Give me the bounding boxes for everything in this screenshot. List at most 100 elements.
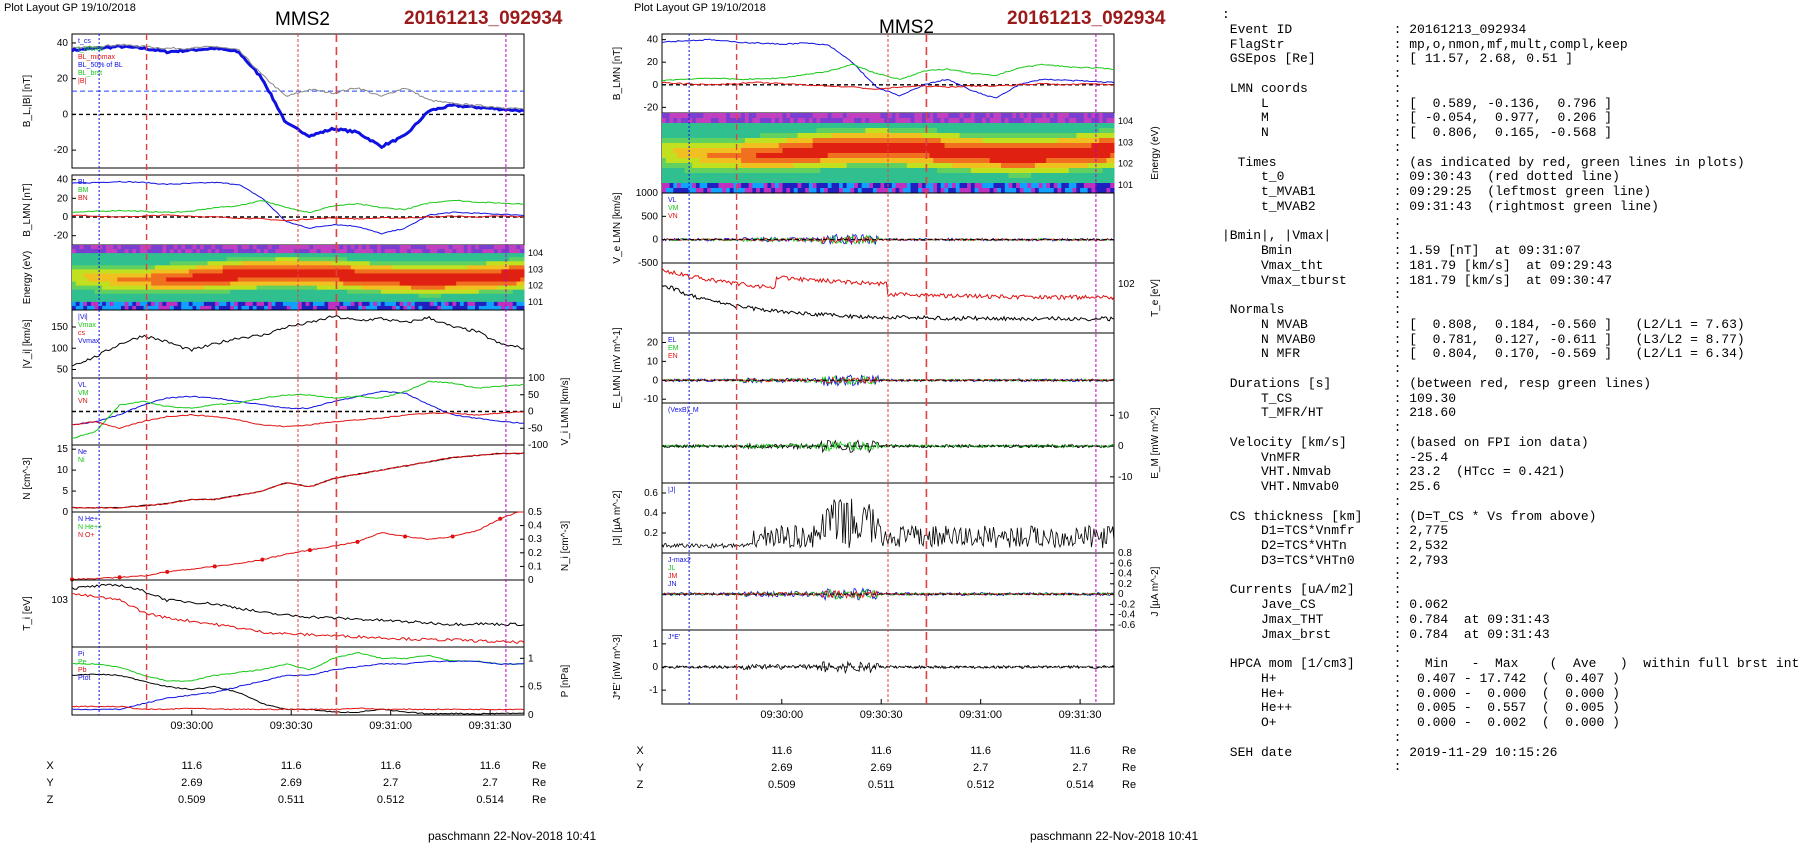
- spectrogram-cell: [1008, 163, 1013, 169]
- spectrogram-cell: [748, 183, 753, 189]
- spectrogram-cell: [475, 301, 480, 307]
- spectrogram-cell: [369, 269, 374, 274]
- spectrogram-cell: [486, 257, 491, 262]
- spectrogram-cell: [910, 118, 915, 124]
- spectrogram-cell: [369, 253, 374, 258]
- spectrogram-cell: [256, 289, 261, 295]
- summary-line: :: [1222, 759, 1402, 775]
- spectrogram-cell: [699, 143, 704, 149]
- spectrogram-cell: [703, 118, 708, 124]
- spectrogram-cell: [1004, 138, 1010, 144]
- spectrogram-cell: [392, 257, 397, 262]
- spectrogram-cell: [83, 257, 88, 262]
- spectrogram-cell: [309, 293, 314, 299]
- spectrogram-cell: [933, 128, 938, 134]
- spectrogram-cell: [816, 173, 821, 179]
- spectrogram-cell: [426, 305, 431, 311]
- spectrogram-cell: [974, 163, 979, 169]
- spectrogram-cell: [1019, 118, 1025, 124]
- spectrogram-cell: [192, 265, 197, 270]
- spectrogram-cell: [407, 245, 412, 250]
- left-spacecraft-title: MMS2: [275, 9, 330, 30]
- spectrogram-cell: [835, 158, 840, 164]
- spectrogram-cell: [718, 133, 723, 139]
- spectrogram-cell: [729, 153, 735, 159]
- spectrogram-cell: [767, 123, 772, 129]
- spectrogram-cell: [286, 245, 291, 250]
- spectrogram-cell: [1083, 128, 1089, 134]
- spectrogram-cell: [707, 118, 712, 124]
- spectrogram-cell: [816, 153, 821, 159]
- spectrogram-cell: [1080, 183, 1085, 189]
- spectrogram-cell: [132, 297, 137, 303]
- spectrogram-cell: [203, 277, 209, 283]
- spectrogram-cell: [369, 261, 374, 266]
- tick-label: 101: [528, 297, 543, 307]
- spectrogram-cell: [1080, 138, 1085, 144]
- spectrogram-cell: [339, 277, 344, 283]
- spectrogram-cell: [933, 168, 938, 174]
- spectrogram-cell: [865, 123, 870, 129]
- spectrogram-cell: [475, 277, 480, 283]
- spectrogram-cell: [456, 281, 461, 287]
- legend-entry: t_cs: [78, 38, 91, 45]
- spectrogram-cell: [910, 183, 915, 189]
- spectrogram-cell: [714, 178, 719, 184]
- spectrogram-cell: [441, 297, 446, 303]
- spectrogram-cell: [842, 183, 848, 189]
- spectrogram-cell: [1098, 168, 1104, 174]
- spectrogram-cell: [718, 163, 723, 169]
- spectrogram-cell: [763, 163, 768, 169]
- spectrogram-cell: [805, 188, 810, 194]
- spectrogram-cell: [775, 148, 780, 154]
- spectrogram-cell: [857, 178, 863, 184]
- spectrogram-cell: [418, 245, 423, 250]
- spectrogram-cell: [820, 178, 825, 184]
- legend-entry: Vvmax: [78, 338, 100, 345]
- spectrogram-cell: [339, 305, 344, 311]
- spectrogram-cell: [456, 305, 461, 311]
- spectrogram-cell: [974, 138, 979, 144]
- spectrogram-cell: [714, 148, 719, 154]
- spectrogram-cell: [967, 123, 972, 129]
- spectrogram-cell: [132, 245, 137, 250]
- spectrogram-cell: [162, 253, 167, 258]
- spectrogram-cell: [820, 133, 825, 139]
- spectrogram-cell: [677, 178, 682, 184]
- spectrogram-cell: [441, 273, 446, 278]
- spectrogram-cell: [1042, 183, 1047, 189]
- spectrogram-cell: [1068, 128, 1074, 134]
- spectrogram-cell: [203, 253, 209, 258]
- spectrogram-cell: [490, 297, 495, 303]
- axis-label: P [nPa]: [560, 664, 571, 697]
- spectrogram-cell: [899, 163, 904, 169]
- spectrogram-cell: [1091, 143, 1096, 149]
- spectrogram-cell: [1068, 168, 1074, 174]
- spectrogram-cell: [166, 297, 171, 303]
- spectrogram-cell: [835, 183, 840, 189]
- spectrogram-cell: [350, 261, 355, 266]
- spectrogram-cell: [316, 261, 322, 266]
- spectrogram-cell: [143, 245, 148, 250]
- spectrogram-cell: [1016, 143, 1021, 149]
- spectrogram-cell: [120, 277, 126, 283]
- spectrogram-cell: [1083, 173, 1089, 179]
- spectrogram-cell: [872, 118, 878, 124]
- spectrogram-cell: [906, 163, 912, 169]
- spectrogram-cell: [497, 253, 502, 258]
- spectrogram-cell: [305, 285, 310, 291]
- spectrogram-cell: [354, 265, 359, 270]
- spectrogram-cell: [759, 128, 765, 134]
- spectrogram-cell: [914, 128, 919, 134]
- spectrogram-cell: [910, 188, 915, 194]
- spectrogram-cell: [1034, 143, 1040, 149]
- spectrogram-cell: [1019, 153, 1025, 159]
- spectrogram-cell: [680, 138, 686, 144]
- spectrogram-cell: [215, 269, 220, 274]
- spectrogram-cell: [339, 253, 344, 258]
- spectrogram-cell: [918, 158, 923, 164]
- spectrogram-cell: [744, 163, 750, 169]
- spectrogram-cell: [441, 277, 446, 283]
- spectrogram-cell: [933, 188, 938, 194]
- spectrogram-cell: [241, 285, 246, 291]
